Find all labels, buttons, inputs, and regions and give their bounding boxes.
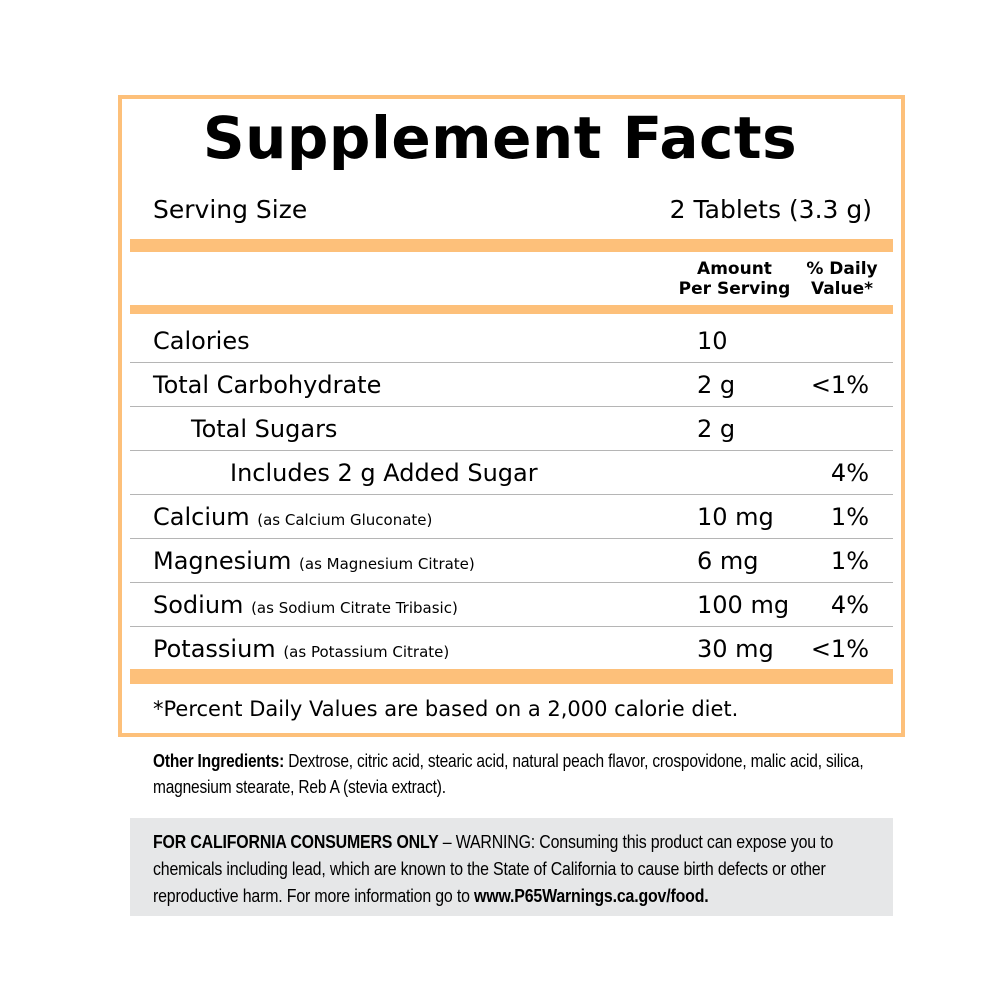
divider-bar [130,669,893,684]
nutrient-row: Total Carbohydrate 2 g <1% [130,362,893,407]
nutrient-daily-value: 4% [830,591,869,619]
nutrient-amount: 2 g [697,371,736,399]
nutrient-row: Calcium (as Calcium Gluconate) 10 mg 1% [130,494,893,539]
dv-header-line: Value* [810,279,874,299]
amount-header-line: Per Serving [678,279,791,299]
warning-text: – WARNING: Consuming this product can ex… [153,831,834,906]
amount-header: Amount Per Serving [672,259,797,299]
nutrient-name-text: Magnesium [153,547,292,575]
nutrient-row: Magnesium (as Magnesium Citrate) 6 mg 1% [130,538,893,583]
nutrient-amount: 30 mg [697,635,774,663]
nutrient-name: Magnesium (as Magnesium Citrate) [153,547,475,575]
nutrient-name-text: Calories [153,327,250,355]
nutrient-daily-value: <1% [810,371,869,399]
nutrient-source: (as Calcium Gluconate) [257,511,433,529]
divider-bar [130,239,893,252]
ingredients-label: Other Ingredients: [153,751,285,771]
nutrient-name: Total Sugars [191,415,337,443]
other-ingredients: Other Ingredients: Dextrose, citric acid… [153,748,927,800]
dv-header: % Daily Value* [797,259,887,299]
nutrient-daily-value: 1% [830,547,869,575]
panel-title: Supplement Facts [202,104,798,172]
dv-header-line: % Daily [806,259,878,279]
nutrient-source: (as Magnesium Citrate) [299,555,475,573]
warning-link[interactable]: www.P65Warnings.ca.gov/food. [474,885,709,906]
footnote: *Percent Daily Values are based on a 2,0… [153,697,739,721]
nutrient-amount: 10 mg [697,503,774,531]
nutrient-name-text: Calcium [153,503,250,531]
serving-size-value: 2 Tablets (3.3 g) [669,195,872,224]
nutrient-name: Potassium (as Potassium Citrate) [153,635,449,663]
nutrient-name: Includes 2 g Added Sugar [230,459,538,487]
nutrient-name-text: Total Sugars [191,415,338,443]
amount-header-line: Amount [697,259,772,279]
supplement-facts-panel [118,95,905,737]
nutrient-amount: 10 [697,327,728,355]
nutrient-name: Total Carbohydrate [153,371,381,399]
nutrient-name: Sodium (as Sodium Citrate Tribasic) [153,591,458,619]
nutrient-daily-value: 4% [830,459,869,487]
nutrient-daily-value: <1% [810,635,869,663]
nutrient-name-text: Sodium [153,591,244,619]
nutrient-amount: 6 mg [697,547,759,575]
nutrient-amount: 100 mg [697,591,790,619]
warning-label: FOR CALIFORNIA CONSUMERS ONLY [153,831,439,852]
california-warning: FOR CALIFORNIA CONSUMERS ONLY – WARNING:… [130,818,893,916]
nutrient-name-text: Includes 2 g Added Sugar [230,459,538,487]
nutrient-name-text: Total Carbohydrate [153,371,382,399]
ingredients-text: Dextrose, citric acid, stearic acid, nat… [153,751,864,797]
serving-size-label: Serving Size [153,195,308,224]
nutrient-name: Calories [153,327,250,355]
nutrient-row: Sodium (as Sodium Citrate Tribasic) 100 m… [130,582,893,627]
nutrient-source: (as Potassium Citrate) [283,643,450,661]
nutrient-name: Calcium (as Calcium Gluconate) [153,503,432,531]
nutrient-amount: 2 g [697,415,736,443]
nutrient-daily-value: 1% [830,503,869,531]
nutrient-row: Potassium (as Potassium Citrate) 30 mg <1% [130,626,893,670]
divider-bar [130,305,893,314]
nutrient-row: Includes 2 g Added Sugar 4% [130,450,893,495]
nutrient-row: Calories 10 [130,318,893,363]
nutrient-source: (as Sodium Citrate Tribasic) [251,599,458,617]
nutrient-name-text: Potassium [153,635,276,663]
nutrient-row: Total Sugars 2 g [130,406,893,451]
